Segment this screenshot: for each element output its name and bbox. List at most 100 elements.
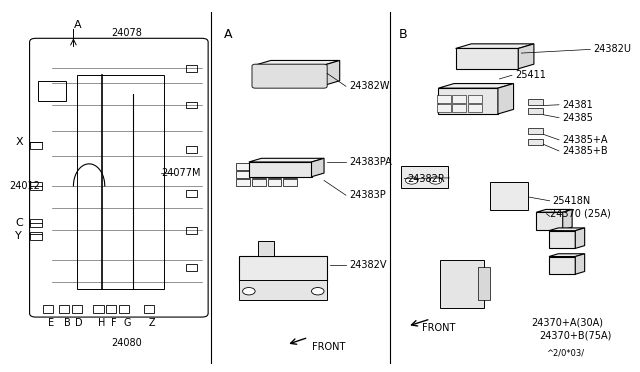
Polygon shape	[575, 228, 585, 248]
Text: 24078: 24078	[111, 28, 142, 38]
Polygon shape	[518, 44, 534, 69]
Text: C: C	[15, 218, 23, 228]
Text: A: A	[224, 28, 232, 41]
Bar	[259, 241, 274, 256]
Bar	[236, 171, 250, 178]
Text: 24382U: 24382U	[593, 44, 632, 54]
Circle shape	[429, 177, 442, 184]
Polygon shape	[549, 231, 575, 248]
Bar	[268, 163, 282, 170]
Text: 24385+B: 24385+B	[562, 146, 608, 156]
Bar	[29, 142, 42, 149]
Text: E: E	[49, 318, 54, 328]
Polygon shape	[456, 44, 534, 48]
Bar	[186, 146, 198, 153]
Bar	[106, 305, 116, 313]
Text: 24370+B(75A): 24370+B(75A)	[539, 331, 611, 340]
Text: 24370+A(30A): 24370+A(30A)	[531, 318, 603, 328]
Bar	[29, 182, 42, 190]
Bar	[284, 163, 297, 170]
Bar	[29, 232, 42, 240]
Text: 24382V: 24382V	[349, 260, 387, 270]
Text: 24077M: 24077M	[161, 168, 201, 178]
Polygon shape	[239, 256, 327, 282]
Text: Y: Y	[15, 231, 22, 241]
Text: 25411: 25411	[515, 70, 546, 80]
Bar	[29, 219, 42, 227]
Bar	[477, 267, 490, 301]
FancyBboxPatch shape	[252, 64, 327, 88]
Text: G: G	[124, 318, 131, 328]
Text: B: B	[64, 318, 71, 328]
Text: 24382W: 24382W	[349, 81, 390, 91]
Bar	[527, 140, 543, 145]
Bar	[468, 104, 482, 112]
Bar	[118, 305, 129, 313]
Bar	[437, 104, 451, 112]
Text: A: A	[74, 20, 81, 31]
Polygon shape	[549, 257, 575, 274]
Bar	[236, 179, 250, 186]
Bar	[252, 163, 266, 170]
Text: H: H	[99, 318, 106, 328]
Polygon shape	[255, 61, 340, 65]
Bar	[44, 305, 53, 313]
Bar	[268, 179, 282, 186]
Bar	[490, 182, 527, 210]
Polygon shape	[549, 228, 585, 231]
Bar	[143, 305, 154, 313]
Bar	[437, 95, 451, 103]
Bar	[59, 305, 69, 313]
Bar	[236, 163, 250, 170]
Bar	[186, 264, 198, 271]
Text: 24012: 24012	[9, 181, 40, 191]
Polygon shape	[438, 88, 498, 114]
Bar	[440, 260, 484, 308]
Polygon shape	[575, 254, 585, 274]
Text: 24385: 24385	[562, 113, 593, 123]
Bar	[527, 99, 543, 105]
Polygon shape	[249, 162, 312, 177]
Text: 24383PA: 24383PA	[349, 157, 392, 167]
Bar	[186, 102, 198, 109]
Bar	[252, 171, 266, 178]
Bar	[527, 128, 543, 134]
Polygon shape	[249, 158, 324, 162]
Polygon shape	[563, 209, 572, 230]
Polygon shape	[255, 65, 324, 86]
Text: 24382R: 24382R	[408, 174, 445, 184]
Bar	[239, 280, 327, 301]
Text: ^2/0*03/: ^2/0*03/	[547, 349, 584, 357]
Circle shape	[243, 288, 255, 295]
Bar	[284, 171, 297, 178]
Text: 24381: 24381	[562, 100, 593, 110]
Bar	[77, 75, 164, 289]
Text: Z: Z	[148, 318, 156, 328]
Bar	[252, 179, 266, 186]
Polygon shape	[536, 212, 563, 230]
Text: X: X	[15, 137, 23, 147]
Polygon shape	[324, 61, 340, 86]
Bar	[268, 171, 282, 178]
Text: 25418N: 25418N	[553, 196, 591, 206]
Text: 24370 (25A): 24370 (25A)	[550, 209, 611, 219]
Bar	[186, 227, 198, 234]
Bar	[72, 305, 81, 313]
Text: D: D	[76, 318, 83, 328]
Bar	[93, 305, 104, 313]
Circle shape	[406, 177, 418, 184]
Polygon shape	[456, 48, 518, 69]
Polygon shape	[438, 84, 513, 88]
Polygon shape	[549, 254, 585, 257]
Bar	[401, 166, 448, 188]
Polygon shape	[312, 158, 324, 177]
Bar	[452, 104, 467, 112]
Text: F: F	[111, 318, 116, 328]
Text: B: B	[399, 28, 408, 41]
Circle shape	[312, 288, 324, 295]
Text: 24383P: 24383P	[349, 190, 386, 200]
Text: 24385+A: 24385+A	[562, 135, 607, 145]
Bar	[468, 95, 482, 103]
Bar	[186, 65, 198, 71]
Polygon shape	[536, 209, 572, 212]
